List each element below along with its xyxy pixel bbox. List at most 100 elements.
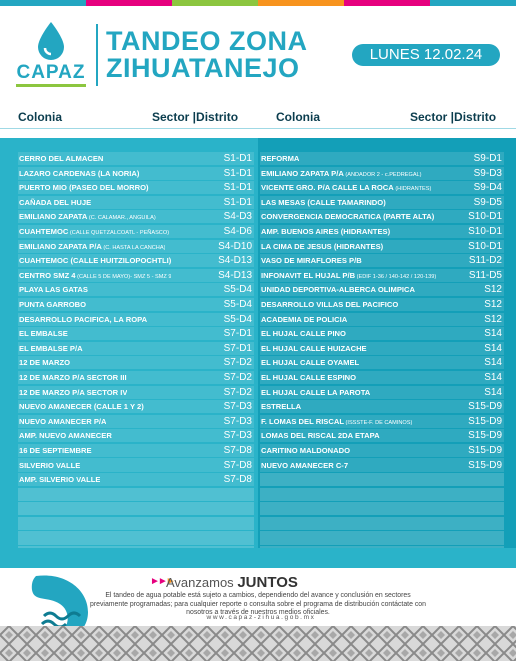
schedule-row: EL HUJAL CALLE ESPINO S14: [260, 370, 504, 384]
colonia-note: (HIDRANTES): [393, 186, 432, 193]
sector-code: S7-D2: [223, 357, 252, 369]
sector-code: S15-D9: [468, 401, 502, 413]
colonia-name: ACADEMIA DE POLICIA: [260, 315, 347, 324]
schedule-row: [18, 487, 254, 501]
website-link[interactable]: www.capaz-zihua.gob.mx: [206, 614, 316, 621]
colonia-main: INFONAVIT EL HUJAL P/B: [261, 270, 356, 280]
sector-code: S14: [484, 386, 502, 398]
sector-code: S4-D6: [223, 226, 252, 238]
colonia-main: 12 DE MARZO: [19, 358, 71, 368]
header-rule: [0, 128, 516, 129]
colonia-name: NUEVO AMANECER (CALLE 1 Y 2): [18, 402, 144, 411]
title-line-2: ZIHUATANEJO: [106, 53, 300, 83]
colonia-main: NUEVO AMANECER C-7: [261, 460, 349, 470]
colonia-main: EMILIANO ZAPATA P/A: [19, 241, 102, 251]
schedule-row: REFORMA S9-D1: [260, 152, 504, 166]
schedule-row: EMILIANO ZAPATA (C. CALAMAR., ANGUILA) S4…: [18, 210, 254, 224]
sector-code: S4-D13: [218, 255, 252, 267]
schedule-panel-left: CERRO DEL ALMACEN S1-D1 LAZARO CARDENAS (L…: [0, 138, 258, 560]
colonia-name: REFORMA: [260, 154, 299, 163]
colonia-main: SILVERIO VALLE: [19, 460, 81, 470]
colonia-main: CAÑADA DEL HUJE: [19, 197, 92, 207]
schedule-row: CARITINO MALDONADO S15-D9: [260, 443, 504, 457]
colonia-main: PLAYA LAS GATAS: [19, 285, 88, 295]
colonia-name: 12 DE MARZO P/A SECTOR III: [18, 373, 127, 382]
colonia-main: 12 DE MARZO P/A SECTOR III: [19, 372, 127, 382]
colonia-main: CENTRO SMZ 4: [19, 270, 76, 280]
sector-code: S14: [484, 371, 502, 383]
colonia-name: CUAHTEMOC (CALLE QUETZALCOATL - PEÑASCO): [18, 227, 169, 236]
brand-name: CAPAZ: [16, 62, 86, 83]
colonia-note: (EDIF 1-36 / 140-142 / 120-139): [355, 273, 437, 280]
sector-code: S15-D9: [468, 430, 502, 442]
footer-pattern: [0, 626, 516, 661]
schedule-row: EL HUJAL CALLE LA PAROTA S14: [260, 385, 504, 399]
colonia-main: CUAHTEMOC: [19, 227, 69, 237]
colonia-main: EL HUJAL CALLE PINO: [261, 329, 346, 339]
schedule-row: CUAHTEMOC (CALLE HUITZILOPOCHTLI) S4-D13: [18, 254, 254, 268]
schedule-row: [18, 516, 254, 530]
schedule-row: AMP. NUEVO AMANECER S7-D3: [18, 429, 254, 443]
colonia-name: EL HUJAL CALLE PINO: [260, 329, 346, 338]
schedule-row: NUEVO AMANECER C-7 S15-D9: [260, 458, 504, 472]
colonia-main: CARITINO MALDONADO: [261, 445, 351, 455]
colonia-name: AMP. NUEVO AMANECER: [18, 431, 112, 440]
colonia-name: EL HUJAL CALLE ESPINO: [260, 373, 356, 382]
colonia-main: AMP. BUENOS AIRES (HIDRANTES): [261, 227, 391, 237]
sector-code: S5-D4: [223, 284, 252, 296]
disclaimer-text: El tandeo de agua potable está sujeto a …: [90, 592, 426, 617]
colonia-main: VASO DE MIRAFLORES P/B: [261, 256, 362, 266]
colonia-name: CENTRO SMZ 4 (CALLE 5 DE MAYO)- SMZ 5 - …: [18, 271, 171, 280]
colonia-main: NUEVO AMANECER P/A: [19, 416, 107, 426]
colonia-main: CONVERGENCIA DEMOCRATICA (PARTE ALTA): [261, 212, 435, 222]
sector-code: S4-D3: [223, 211, 252, 223]
page-title: TANDEO ZONA ZIHUATANEJO: [106, 28, 308, 82]
sector-code: S14: [484, 342, 502, 354]
schedule-list-left: CERRO DEL ALMACEN S1-D1 LAZARO CARDENAS (L…: [18, 152, 254, 561]
sector-code: S10-D1: [468, 211, 502, 223]
colonia-name: INFONAVIT EL HUJAL P/B (EDIF 1-36 / 140-…: [260, 271, 436, 280]
colonia-main: DESARROLLO PACIFICA, LA ROPA: [19, 314, 148, 324]
schedule-row: 16 DE SEPTIEMBRE S7-D8: [18, 443, 254, 457]
colonia-main: VICENTE GRO. P/A CALLE LA ROCA: [261, 183, 394, 193]
schedule-row: EL HUJAL CALLE HUIZACHE S14: [260, 341, 504, 355]
colonia-name: DESARROLLO PACIFICA, LA ROPA: [18, 315, 147, 324]
colonia-name: EL EMBALSE: [18, 329, 68, 338]
sector-code: S15-D9: [468, 444, 502, 456]
schedule-row: 12 DE MARZO P/A SECTOR IV S7-D2: [18, 385, 254, 399]
colonia-main: LAS MESAS (CALLE TAMARINDO): [261, 197, 386, 207]
schedule-row: CONVERGENCIA DEMOCRATICA (PARTE ALTA) S10…: [260, 210, 504, 224]
colonia-main: LA CIMA DE JESUS (HIDRANTES): [261, 241, 384, 251]
schedule-row: PLAYA LAS GATAS S5-D4: [18, 283, 254, 297]
colonia-main: EL HUJAL CALLE LA PAROTA: [261, 387, 371, 397]
schedule-row: [260, 516, 504, 530]
colonia-main: LOMAS DEL RISCAL 2DA ETAPA: [261, 431, 380, 441]
colonia-note: (ISSSTE-F. DE CAMINOS): [343, 419, 413, 426]
sector-code: S4-D13: [218, 269, 252, 281]
sector-code: S11-D5: [468, 269, 502, 281]
colonia-name: ESTRELLA: [260, 402, 301, 411]
sector-code: S7-D8: [223, 444, 252, 456]
colonia-name: 16 DE SEPTIEMBRE: [18, 446, 92, 455]
schedule-row: LAZARO CARDENAS (LA NORIA) S1-D1: [18, 166, 254, 180]
colonia-main: ESTRELLA: [261, 402, 302, 412]
colonia-main: EL HUJAL CALLE HUIZACHE: [261, 343, 367, 353]
colonia-name: LAS MESAS (CALLE TAMARINDO): [260, 198, 386, 207]
colonia-name: EL EMBALSE P/A: [18, 344, 83, 353]
schedule-row: [18, 502, 254, 516]
colonia-name: PLAYA LAS GATAS: [18, 285, 88, 294]
colonia-name: EMILIANO ZAPATA P/A (ANDADOR 2 - c.PEDRE…: [260, 169, 422, 178]
colonia-name: DESARROLLO VILLAS DEL PACIFICO: [260, 300, 398, 309]
header-divider: [96, 24, 98, 86]
sector-code: S1-D1: [223, 167, 252, 179]
top-color-stripe: [0, 0, 516, 6]
colonia-main: AMP. SILVERIO VALLE: [19, 475, 101, 485]
colonia-name: PUNTA GARROBO: [18, 300, 86, 309]
schedule-row: [260, 473, 504, 487]
sector-code: S9-D1: [473, 153, 502, 165]
colonia-main: ACADEMIA DE POLICIA: [261, 314, 348, 324]
colonia-main: EL HUJAL CALLE ESPINO: [261, 372, 357, 382]
colonia-note: (CALLE QUETZALCOATL - PEÑASCO): [68, 230, 170, 237]
schedule-row: PUERTO MIO (PASEO DEL MORRO) S1-D1: [18, 181, 254, 195]
schedule-row: ESTRELLA S15-D9: [260, 400, 504, 414]
